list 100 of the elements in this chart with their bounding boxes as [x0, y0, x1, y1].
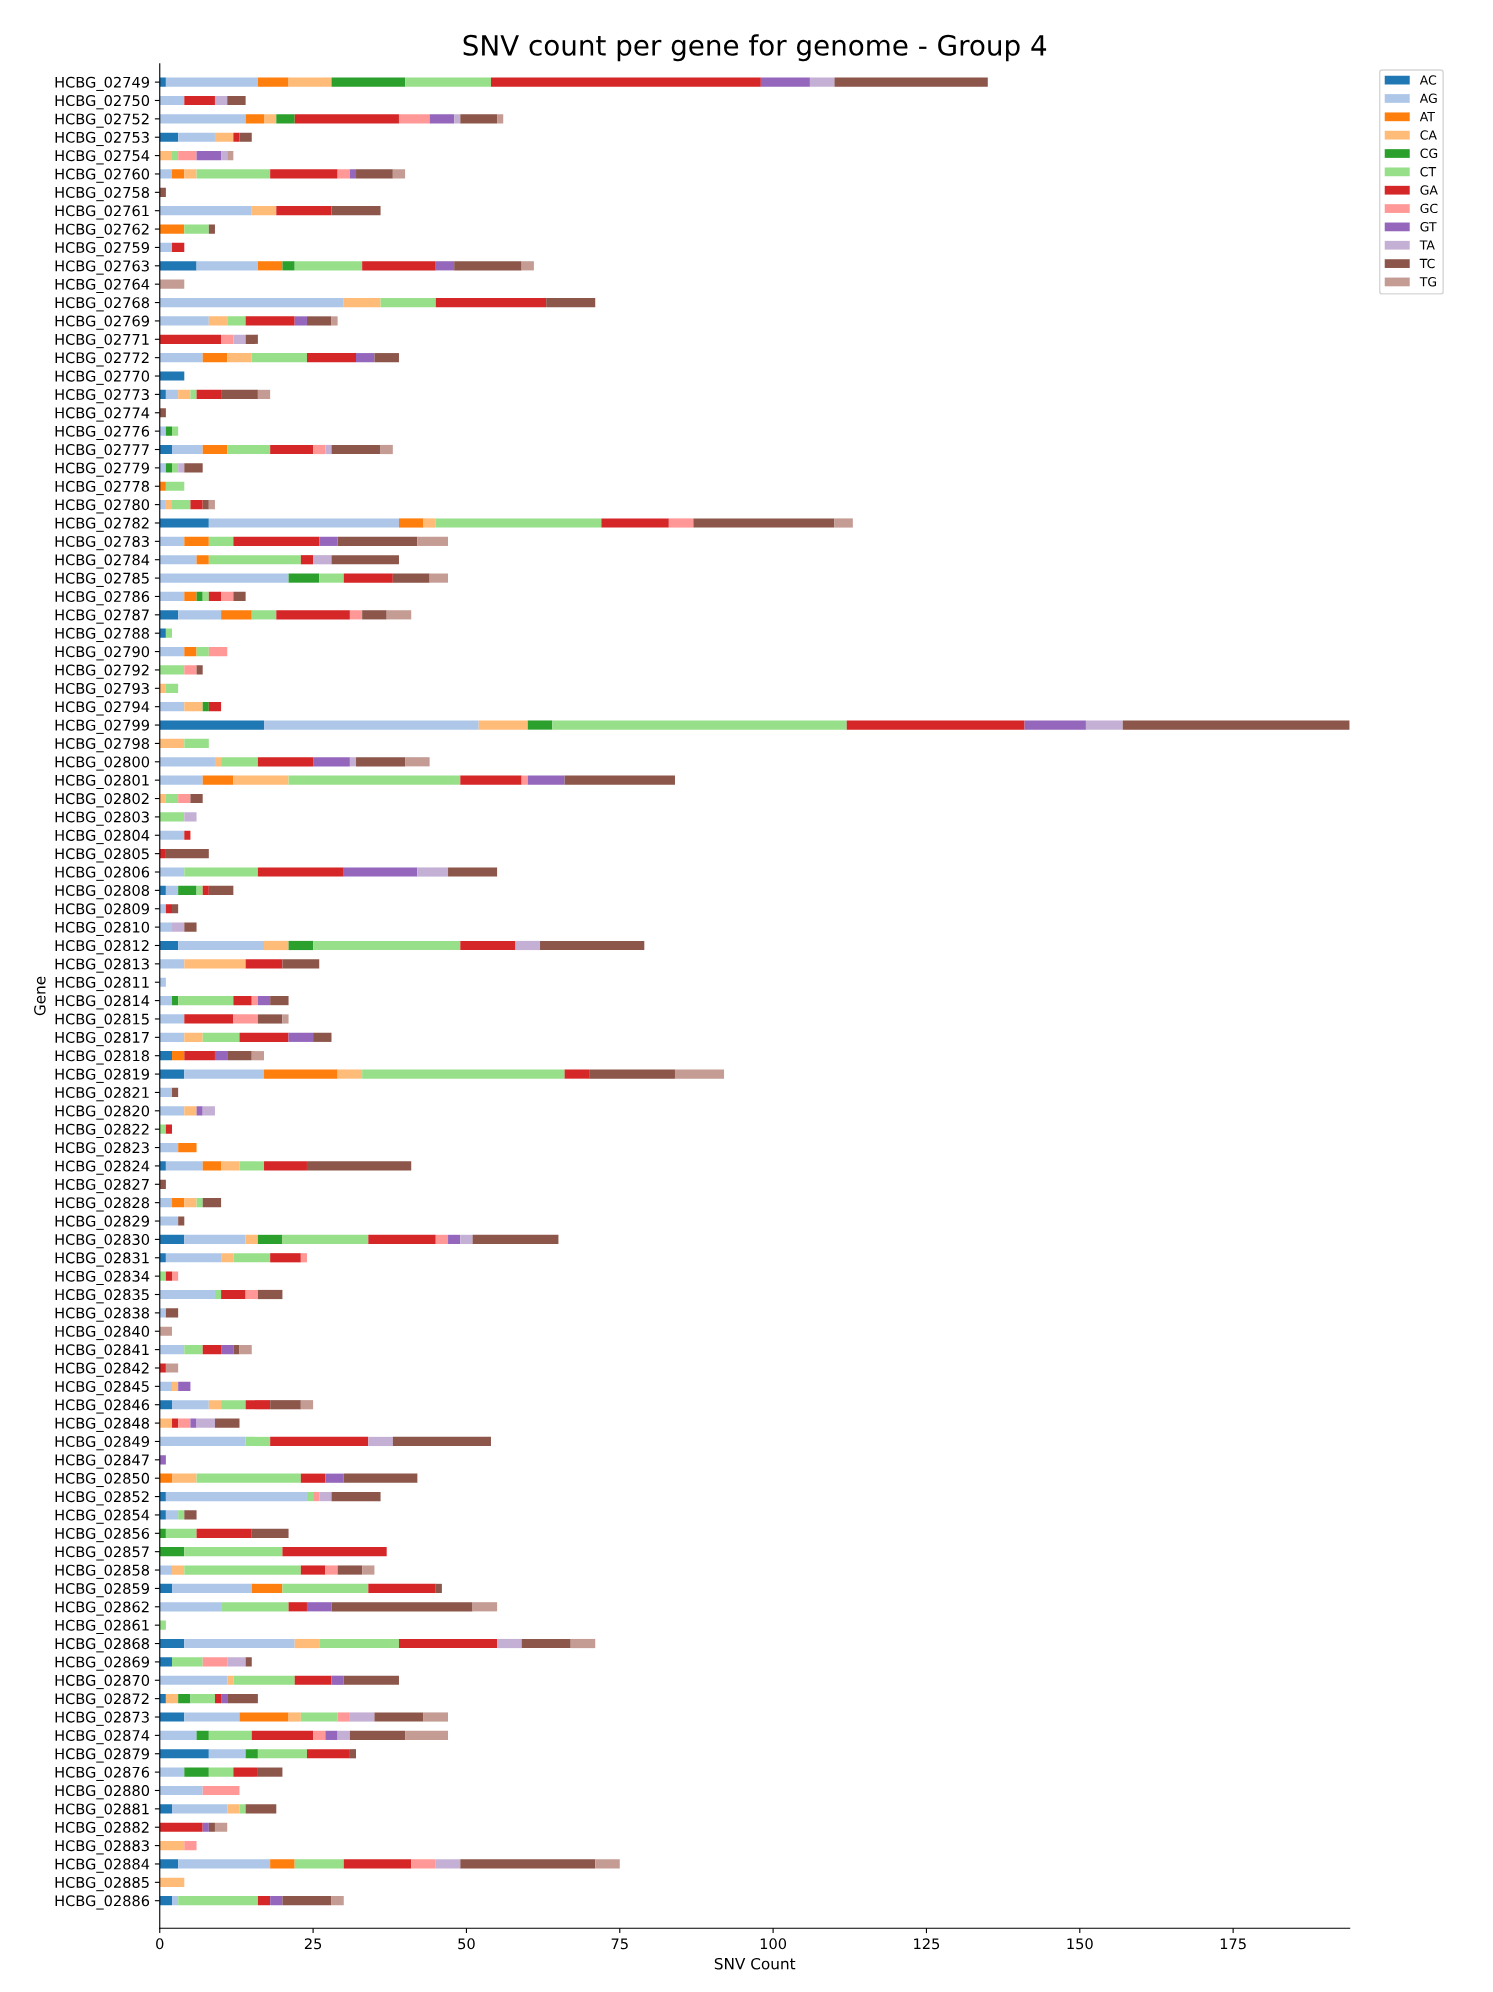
bar — [423, 518, 436, 528]
x-tick-label: 125 — [914, 1938, 940, 1950]
bar — [257, 1749, 307, 1759]
bar — [172, 922, 185, 932]
bar — [196, 389, 222, 399]
y-tick-label: HCBG_02873 — [55, 1711, 149, 1726]
y-tick-label: HCBG_02840 — [55, 1325, 150, 1341]
y-tick-label: HCBG_02749 — [55, 76, 149, 91]
legend-label: TA — [1419, 240, 1435, 250]
bar — [589, 1069, 675, 1079]
bar — [159, 114, 246, 124]
legend-label: CT — [1420, 166, 1437, 177]
bar — [184, 1014, 234, 1024]
y-tick-label: HCBG_02834 — [55, 1270, 150, 1285]
bar — [251, 996, 258, 1006]
bar — [165, 628, 173, 638]
x-tick-label: 0 — [156, 1938, 164, 1950]
bar — [239, 1161, 265, 1171]
bar — [472, 1234, 559, 1244]
bar — [159, 1877, 185, 1887]
bar — [159, 316, 209, 326]
y-tick-label: HCBG_02830 — [55, 1233, 150, 1249]
bar — [349, 1712, 375, 1722]
y-tick-label: HCBG_02852 — [55, 1491, 149, 1506]
bar — [159, 628, 166, 638]
bar — [159, 353, 203, 363]
bar — [159, 646, 185, 657]
bar — [172, 904, 179, 914]
y-tick-label: HCBG_02813 — [55, 958, 149, 973]
bar — [159, 1014, 185, 1024]
bar — [172, 1657, 203, 1667]
bar — [159, 1198, 173, 1208]
bar — [196, 169, 271, 179]
y-tick-label: HCBG_02793 — [55, 682, 149, 698]
bar — [184, 867, 258, 877]
bar — [306, 1602, 332, 1612]
bar — [288, 77, 332, 87]
bar — [159, 1565, 173, 1575]
bar — [392, 169, 406, 179]
y-tick-label: HCBG_02810 — [55, 921, 150, 936]
bar — [245, 1804, 277, 1814]
bar — [159, 444, 173, 455]
bar — [208, 1730, 252, 1740]
bar — [190, 389, 197, 399]
bar — [233, 1014, 258, 1024]
bar — [159, 775, 203, 785]
bar — [288, 573, 320, 583]
bar — [159, 1455, 166, 1465]
bar — [159, 1841, 185, 1851]
bar — [159, 1400, 173, 1410]
bar — [159, 1675, 228, 1685]
bar — [257, 77, 289, 87]
y-tick-label: HCBG_02824 — [55, 1160, 150, 1175]
bar — [221, 757, 258, 767]
bar — [172, 426, 179, 436]
bar — [288, 1712, 301, 1722]
bar — [300, 1565, 326, 1575]
bar — [834, 77, 988, 87]
bar — [208, 555, 301, 565]
bar — [178, 389, 191, 399]
bar — [300, 555, 314, 565]
legend-label: CA — [1420, 130, 1437, 140]
bar — [159, 1804, 173, 1814]
y-tick-label: HCBG_02831 — [55, 1252, 149, 1267]
y-tick-label: HCBG_02783 — [55, 535, 149, 551]
bar — [374, 1712, 424, 1722]
legend-label: GT — [1420, 222, 1437, 232]
bar — [165, 885, 179, 895]
bar — [172, 1087, 179, 1098]
bar — [172, 1896, 179, 1906]
bar — [227, 1051, 252, 1061]
bar — [184, 1767, 209, 1777]
bar — [202, 1822, 209, 1832]
bar — [159, 959, 185, 969]
x-tick-label: 100 — [760, 1938, 787, 1950]
bar — [165, 793, 179, 804]
bar — [184, 1234, 246, 1244]
bar — [674, 1069, 725, 1079]
bar — [202, 1106, 215, 1116]
bar — [165, 481, 185, 491]
bar — [159, 1528, 166, 1538]
bar — [233, 1767, 258, 1777]
bar — [159, 132, 179, 142]
y-tick-label: HCBG_02769 — [55, 315, 149, 330]
bar — [178, 1381, 191, 1391]
bar — [159, 279, 185, 289]
y-tick-label: HCBG_02799 — [55, 719, 149, 734]
bar — [239, 1804, 246, 1814]
bar — [172, 1804, 228, 1814]
y-tick-label: HCBG_02758 — [55, 186, 150, 202]
bar — [159, 1069, 185, 1079]
bar — [178, 1896, 258, 1906]
bar — [264, 114, 277, 124]
bar — [202, 1657, 228, 1667]
bar — [325, 1473, 344, 1483]
bar — [221, 389, 258, 399]
bar — [331, 444, 381, 455]
bar — [184, 812, 197, 822]
bar — [233, 132, 240, 142]
bar — [460, 775, 522, 785]
